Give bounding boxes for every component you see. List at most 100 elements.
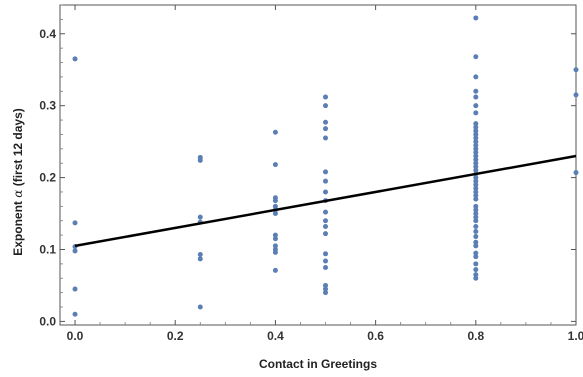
data-point-69 — [473, 182, 479, 188]
data-point-12 — [197, 304, 203, 310]
data-point-51 — [473, 110, 479, 116]
y-axis-label-prefix: Exponent — [11, 198, 25, 256]
data-point-7 — [197, 157, 203, 163]
data-point-87 — [473, 267, 479, 273]
data-point-37 — [323, 223, 329, 229]
y-tick-label-4: 0.4 — [39, 27, 56, 41]
data-point-70 — [473, 185, 479, 191]
plot-frame — [59, 4, 577, 326]
data-point-52 — [473, 121, 479, 127]
data-point-47 — [473, 74, 479, 80]
x-axis-label: Contact in Greetings — [259, 357, 377, 371]
data-point-62 — [473, 157, 479, 163]
data-point-44 — [323, 290, 329, 296]
fit-line — [74, 154, 577, 248]
data-point-45 — [473, 15, 479, 21]
y-axis-label-suffix: (first 12 days) — [11, 108, 25, 189]
data-point-82 — [473, 239, 479, 245]
data-point-27 — [323, 103, 329, 109]
data-point-65 — [473, 167, 479, 173]
data-point-54 — [473, 128, 479, 134]
data-point-35 — [323, 209, 329, 215]
data-point-60 — [473, 149, 479, 155]
x-tick-label-3: 0.6 — [367, 329, 384, 343]
data-point-28 — [323, 119, 329, 125]
data-point-14 — [272, 162, 278, 168]
data-point-85 — [473, 254, 479, 260]
data-point-59 — [473, 146, 479, 152]
data-point-68 — [473, 178, 479, 184]
data-point-8 — [197, 214, 203, 220]
data-point-61 — [473, 153, 479, 159]
data-point-22 — [272, 243, 278, 249]
data-point-74 — [473, 203, 479, 209]
data-point-91 — [573, 92, 579, 98]
x-tick-label-1: 0.2 — [167, 329, 184, 343]
data-point-48 — [473, 88, 479, 94]
data-point-3 — [72, 248, 78, 254]
data-point-43 — [323, 286, 329, 292]
data-point-90 — [573, 67, 579, 73]
data-point-42 — [323, 282, 329, 288]
data-point-46 — [473, 54, 479, 60]
data-point-81 — [473, 234, 479, 240]
data-point-20 — [272, 232, 278, 238]
data-point-56 — [473, 135, 479, 141]
data-point-17 — [272, 203, 278, 209]
data-point-76 — [473, 211, 479, 217]
data-point-36 — [323, 218, 329, 224]
data-point-40 — [323, 258, 329, 264]
data-point-75 — [473, 207, 479, 213]
data-point-4 — [72, 286, 78, 292]
data-point-32 — [323, 178, 329, 184]
data-point-67 — [473, 175, 479, 181]
data-point-30 — [323, 135, 329, 141]
axis-ticks — [60, 4, 577, 325]
y-axis-label-symbol: α — [11, 190, 25, 198]
data-point-21 — [272, 236, 278, 242]
data-point-26 — [323, 94, 329, 100]
data-point-19 — [272, 211, 278, 217]
x-tick-label-0: 0.0 — [67, 329, 84, 343]
x-tick-label-4: 0.8 — [467, 329, 484, 343]
data-point-92 — [573, 170, 579, 176]
data-point-71 — [473, 189, 479, 195]
data-point-55 — [473, 131, 479, 137]
data-point-89 — [473, 275, 479, 281]
data-point-79 — [473, 223, 479, 229]
data-point-25 — [272, 267, 278, 273]
x-tick-label-5: 1.0 — [568, 329, 583, 343]
data-point-73 — [473, 196, 479, 202]
data-point-0 — [72, 56, 78, 62]
data-point-50 — [473, 103, 479, 109]
data-point-86 — [473, 261, 479, 267]
data-point-10 — [197, 252, 203, 258]
data-point-33 — [323, 189, 329, 195]
data-point-13 — [272, 129, 278, 135]
data-point-88 — [473, 272, 479, 278]
data-point-63 — [473, 160, 479, 166]
data-point-5 — [72, 311, 78, 317]
data-point-78 — [473, 218, 479, 224]
y-tick-label-1: 0.1 — [39, 242, 56, 256]
data-point-1 — [72, 220, 78, 226]
data-point-57 — [473, 139, 479, 145]
data-point-80 — [473, 229, 479, 235]
data-point-39 — [323, 251, 329, 257]
data-point-84 — [473, 250, 479, 256]
data-point-24 — [272, 249, 278, 255]
y-axis-label: Exponent α (first 12 days) — [11, 108, 25, 256]
data-point-64 — [473, 164, 479, 170]
y-tick-label-3: 0.3 — [39, 99, 56, 113]
data-points — [72, 15, 579, 317]
y-tick-label-0: 0.0 — [39, 314, 56, 328]
tick-labels: 0.0 0.2 0.4 0.6 0.8 1.0 0.0 0.1 0.2 0.3 0.4 — [39, 27, 583, 343]
data-point-16 — [272, 198, 278, 204]
data-point-49 — [473, 94, 479, 100]
data-point-11 — [197, 256, 203, 262]
data-point-29 — [323, 126, 329, 132]
data-point-41 — [323, 264, 329, 270]
data-point-77 — [473, 214, 479, 220]
data-point-38 — [323, 231, 329, 237]
